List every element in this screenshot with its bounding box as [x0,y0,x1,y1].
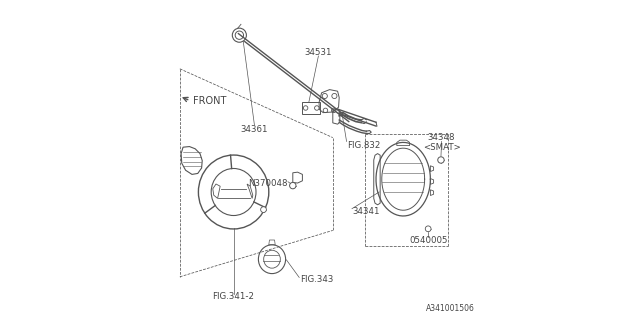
Text: 34361: 34361 [241,125,268,134]
Text: 34348: 34348 [428,133,455,142]
Text: 0540005: 0540005 [409,236,447,245]
Text: FIG.341-2: FIG.341-2 [212,292,255,301]
Circle shape [289,182,296,189]
Circle shape [425,226,431,232]
Circle shape [314,106,319,110]
Text: <SMAT>: <SMAT> [423,143,460,152]
Text: 34531: 34531 [305,48,332,57]
Text: FIG.343: FIG.343 [300,275,333,284]
Text: FRONT: FRONT [193,96,226,107]
Text: A341001506: A341001506 [426,304,475,313]
Circle shape [438,157,444,163]
Text: N370048: N370048 [248,180,288,188]
Text: 34341: 34341 [353,207,380,216]
Text: FIG.832: FIG.832 [347,141,381,150]
Circle shape [303,106,308,110]
Circle shape [260,207,266,212]
